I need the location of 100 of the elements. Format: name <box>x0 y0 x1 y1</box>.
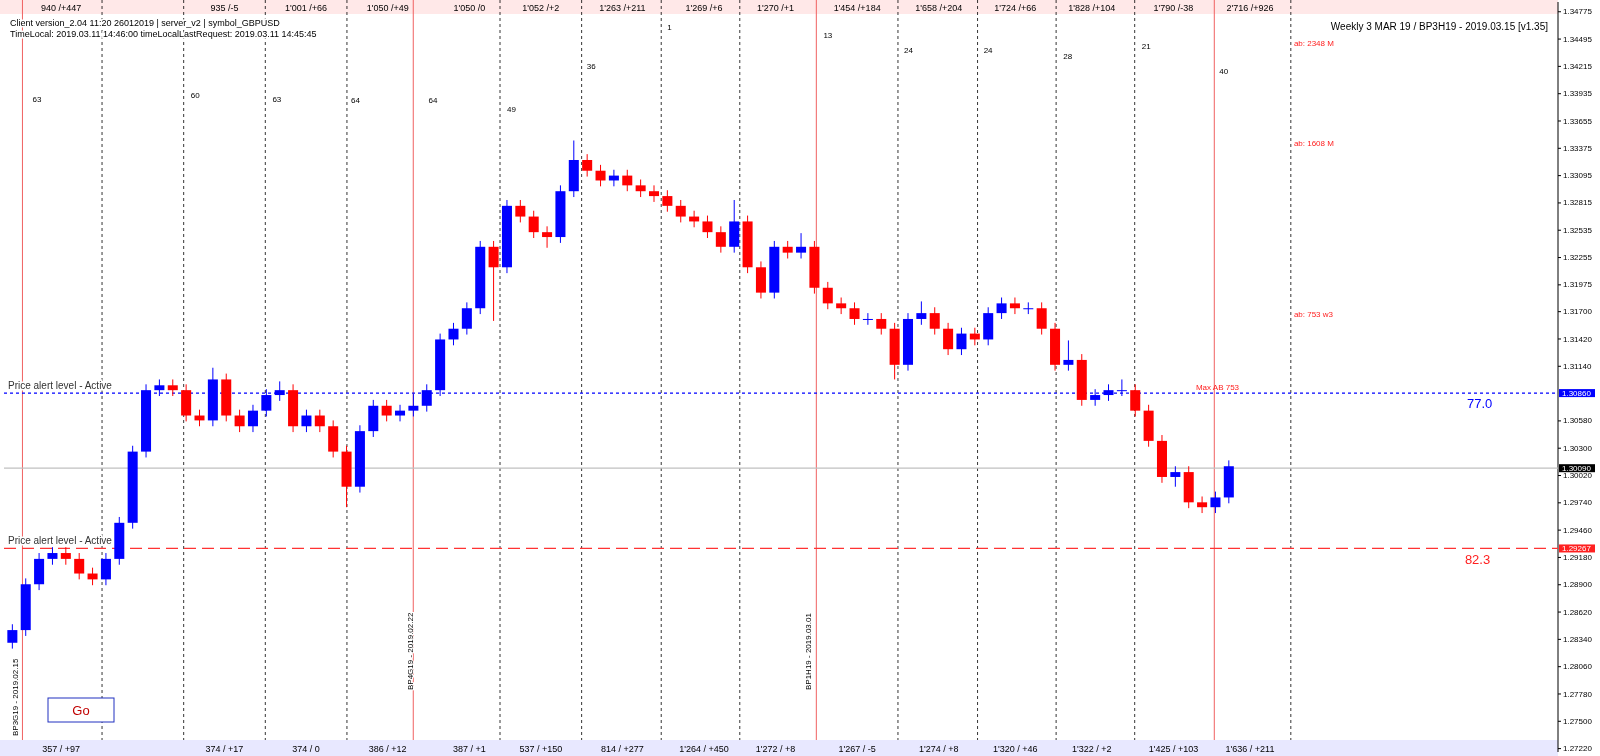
go-button: Go <box>47 697 115 723</box>
candlestick <box>542 225 553 249</box>
annotation: ab: 2348 M <box>1293 38 1335 48</box>
annotation: 21 <box>1141 41 1152 51</box>
annotation: 357 / +97 <box>42 744 81 754</box>
candlestick <box>1170 465 1181 488</box>
annotation: 1'267 / -5 <box>838 744 876 754</box>
candlestick <box>916 300 927 326</box>
annotation: Max AB 753 <box>1195 382 1240 392</box>
candlestick <box>247 404 258 433</box>
annotation: 24 <box>983 46 994 56</box>
candlestick <box>876 312 887 336</box>
annotation: 28 <box>1063 52 1073 62</box>
y-tick-label: 1.29180 <box>1563 553 1593 562</box>
y-tick-label: 1.31975 <box>1563 280 1593 290</box>
y-tick-label: 1.33095 <box>1563 171 1593 181</box>
y-tick-label: 1.29460 <box>1563 525 1593 535</box>
annotation: 77.0 <box>1466 396 1493 412</box>
annotation: 537 / +150 <box>519 744 563 754</box>
candlestick <box>675 199 686 223</box>
annotation: 1'052 /+2 <box>522 3 560 13</box>
y-tick-label: 1.31420 <box>1563 334 1593 344</box>
candlestick <box>822 281 833 310</box>
candlestick <box>1063 339 1074 372</box>
candlestick <box>595 164 606 187</box>
candlestick <box>301 409 312 433</box>
annotation: 1'454 /+184 <box>833 3 881 13</box>
text: 1.30860 <box>1562 389 1592 399</box>
candlestick <box>1023 301 1034 315</box>
y-tick-label: 1.30020 <box>1563 471 1593 481</box>
y-tick-label: 1.27500 <box>1563 716 1593 726</box>
annotation: 1'320 / +46 <box>993 744 1038 754</box>
text: Weekly 3 MAR 19 / BP3H19 - 2019.03.15 [v1.35] <box>1330 21 1549 32</box>
annotation: 1'274 / +8 <box>919 744 959 754</box>
annotation: 1'272 / +8 <box>755 744 796 754</box>
candlestick <box>622 169 633 192</box>
annotation: 1'263 /+211 <box>599 3 646 13</box>
candlestick <box>796 232 807 259</box>
candlestick <box>234 409 245 433</box>
candlestick <box>715 225 726 254</box>
annotation: 82.3 <box>1464 552 1491 568</box>
y-tick-label: 1.30580 <box>1563 416 1593 426</box>
annotation: 13 <box>823 30 833 40</box>
annotation: 386 / +12 <box>368 744 407 754</box>
annotation: 1'050 /+49 <box>366 3 409 13</box>
y-tick-label: 1.31700 <box>1563 307 1593 317</box>
annotation: 1 <box>667 22 673 32</box>
candlestick <box>1009 297 1020 315</box>
annotation: 1'636 / +211 <box>1225 744 1275 754</box>
annotation: 1'269 /+6 <box>685 3 723 13</box>
candlestick <box>74 552 85 580</box>
text: 1.29267 <box>1562 544 1592 554</box>
annotation: 374 / 0 <box>292 744 320 754</box>
annotation: 1'001 /+66 <box>285 3 328 13</box>
y-tick-label: 1.27220 <box>1563 744 1593 754</box>
candlestick <box>7 623 18 650</box>
y-tick-label: 1.28620 <box>1563 607 1593 617</box>
text: 1.30090 <box>1562 464 1592 474</box>
annotation: 2'716 /+926 <box>1226 3 1274 13</box>
annotation: 63 <box>32 95 43 105</box>
y-tick-label: 1.28060 <box>1563 662 1593 672</box>
y-tick-label: 1.28900 <box>1563 580 1593 590</box>
annotation: BP1H19 - 2019.03.01 <box>804 612 814 690</box>
y-tick-label: 1.32815 <box>1563 198 1593 208</box>
annotation: 1'658 /+204 <box>915 3 963 13</box>
annotation: ab: 753 w3 <box>1293 310 1334 320</box>
candlestick <box>1036 301 1047 336</box>
annotation: BP3G19 - 2019.02.15 <box>11 658 21 736</box>
annotation: 935 /-5 <box>210 3 239 13</box>
annotation: 940 /+447 <box>41 3 82 13</box>
annotation: 1'322 / +2 <box>1072 744 1112 754</box>
annotation: 49 <box>507 105 517 115</box>
y-tick-label: 1.29740 <box>1563 498 1593 508</box>
annotation: 1'828 /+104 <box>1068 3 1116 13</box>
y-tick-label: 1.30300 <box>1563 443 1593 453</box>
candlestick <box>488 240 499 322</box>
y-tick-label: 1.34215 <box>1563 61 1593 71</box>
candlestick <box>862 312 873 326</box>
candlestick <box>648 184 660 203</box>
annotation: ab: 1608 M <box>1293 138 1335 148</box>
annotation: 60 <box>190 90 201 100</box>
y-tick-label: 1.33375 <box>1563 143 1593 153</box>
candlestick <box>1210 491 1221 514</box>
candlestick <box>996 297 1007 320</box>
y-tick-label: 1.27780 <box>1563 689 1593 699</box>
candlestick <box>395 404 406 422</box>
annotation: 64 <box>350 96 361 106</box>
annotation: 1'790 /-38 <box>1153 3 1194 13</box>
annotation: 1'724 /+66 <box>994 3 1037 13</box>
candlestick <box>956 327 967 356</box>
annotation: 36 <box>586 62 597 72</box>
y-tick-label: 1.32535 <box>1563 225 1593 235</box>
candlestick <box>702 215 713 239</box>
y-tick-label: 1.33655 <box>1563 116 1593 126</box>
annotation: 1'270 /+1 <box>757 3 795 13</box>
candlestick <box>582 153 593 178</box>
y-tick-label: 1.34495 <box>1563 34 1593 44</box>
y-tick-label: 1.32255 <box>1563 253 1593 263</box>
annotation: 63 <box>272 95 282 105</box>
annotation: 1'050 /0 <box>453 3 486 13</box>
